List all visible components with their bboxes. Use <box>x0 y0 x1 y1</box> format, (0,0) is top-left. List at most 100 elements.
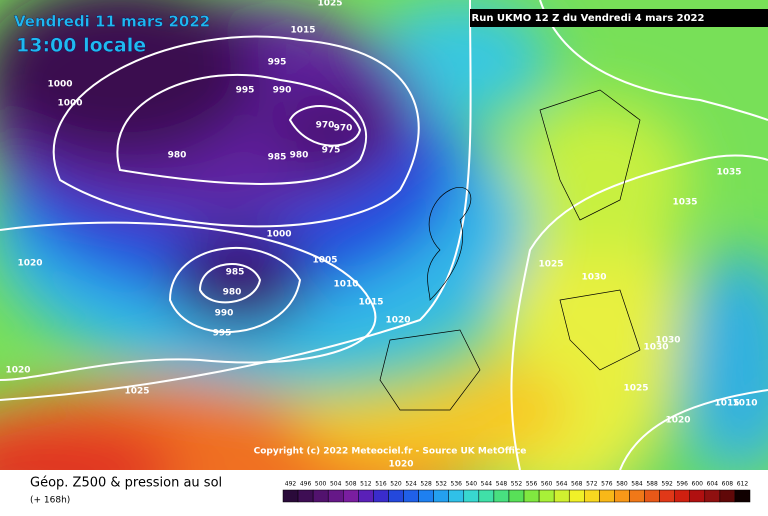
isobar-label: 1015 <box>358 298 383 308</box>
scale-swatch <box>358 489 374 503</box>
isobar-label: 1030 <box>581 273 606 283</box>
isobar-label: 1030 <box>655 336 680 346</box>
scale-label: 544 <box>481 481 493 488</box>
scale-label: 564 <box>556 481 568 488</box>
scale-swatch <box>734 489 751 503</box>
scale-label: 556 <box>526 481 538 488</box>
scale-label: 568 <box>571 481 583 488</box>
isobar-label: 1005 <box>312 256 337 266</box>
scale-label: 580 <box>616 481 628 488</box>
scale-label: 604 <box>707 481 719 488</box>
scale-label: 532 <box>435 481 447 488</box>
isobar-label: 980 <box>168 151 187 161</box>
scale-swatch <box>388 489 404 503</box>
isobar-label: 975 <box>322 146 341 156</box>
isobar-label: 1020 <box>17 259 42 269</box>
run-banner <box>470 9 768 27</box>
scale-swatch <box>584 489 600 503</box>
isobar-label: 1025 <box>623 384 648 394</box>
scale-label: 592 <box>661 481 673 488</box>
scale-label: 524 <box>405 481 417 488</box>
scale-swatch <box>508 489 525 503</box>
isobar-label: 995 <box>268 58 287 68</box>
isobar-label: 985 <box>226 268 245 278</box>
isobar-label: 995 <box>213 329 232 339</box>
copyright: Copyright (c) 2022 Meteociel.fr - Source… <box>254 447 527 457</box>
scale-swatch <box>297 489 314 503</box>
scale-swatch <box>282 489 299 503</box>
isobar-label: 1030 <box>643 343 668 353</box>
scale-swatch <box>719 489 736 503</box>
scale-swatch <box>568 489 585 503</box>
title: Vendredi 11 mars 2022 <box>14 13 210 31</box>
scale-label: 588 <box>646 481 658 488</box>
footer-title: Géop. Z500 & pression au sol <box>30 476 222 491</box>
scale-swatch <box>689 489 706 503</box>
isobar-label: 980 <box>223 288 242 298</box>
scale-label: 572 <box>586 481 598 488</box>
scale-swatch <box>327 489 344 503</box>
isobar-label: 1015 <box>290 26 315 36</box>
scale-swatch <box>553 489 570 503</box>
scale-swatch <box>493 489 510 503</box>
scale-label: 508 <box>345 481 357 488</box>
isobar-label: 980 <box>290 151 309 161</box>
scale-swatch <box>674 489 690 503</box>
isobar-label: 1025 <box>317 0 342 9</box>
scale-label: 560 <box>541 481 553 488</box>
scale-label: 536 <box>451 481 463 488</box>
scale-label: 516 <box>375 481 387 488</box>
isobar-label: 1015 <box>714 399 739 409</box>
footer-lead: (+ 168h) <box>30 496 70 506</box>
isobar-label: 1020 <box>665 416 690 426</box>
run-info: Run UKMO 12 Z du Vendredi 4 mars 2022 <box>472 13 705 24</box>
scale-label: 492 <box>285 481 297 488</box>
isobar-label: 990 <box>215 309 234 319</box>
scale-swatch <box>659 489 675 503</box>
scale-swatch <box>312 489 329 503</box>
color-scale: 492 496 500 504 508 512 516 520 524 528 532 536 540 5… <box>282 481 751 503</box>
isobar-label: 1025 <box>538 260 563 270</box>
isobar-label: 1010 <box>732 399 757 409</box>
scale-label: 552 <box>511 481 523 488</box>
scale-label: 608 <box>722 481 734 488</box>
scale-label: 528 <box>420 481 432 488</box>
isobar-label: 970 <box>334 124 353 134</box>
scale-label: 504 <box>330 481 342 488</box>
isobar-label: 990 <box>273 86 292 96</box>
isobar-label: 1035 <box>672 198 697 208</box>
scale-swatch <box>629 489 645 503</box>
scale-label: 500 <box>315 481 327 488</box>
scale-swatch <box>403 489 419 503</box>
subtitle: 13:00 locale <box>16 35 146 57</box>
scale-label: 596 <box>676 481 688 488</box>
isobars <box>0 0 768 471</box>
coastlines <box>379 89 641 411</box>
scale-label: 584 <box>631 481 643 488</box>
isobar-label: 1020 <box>388 460 413 470</box>
isobar-label: 1010 <box>333 280 358 290</box>
scale-label: 548 <box>496 481 508 488</box>
scale-label: 612 <box>737 481 749 488</box>
scale-swatch <box>614 489 630 503</box>
scale-swatch <box>644 489 660 503</box>
isobar-label: 970 <box>316 121 335 131</box>
isobar-label: 1020 <box>5 366 30 376</box>
isobar-label: 1000 <box>266 230 291 240</box>
scale-label: 496 <box>300 481 312 488</box>
isobar-label: 985 <box>268 153 287 163</box>
scale-label: 576 <box>601 481 613 488</box>
scale-swatch <box>373 489 389 503</box>
isobar-label: 1025 <box>124 387 149 397</box>
scale-swatch <box>704 489 721 503</box>
isobar-label: 1000 <box>57 99 82 109</box>
scale-label: 540 <box>466 481 478 488</box>
scale-swatch <box>343 489 359 503</box>
scale-swatch <box>418 489 434 503</box>
scale-label: 520 <box>390 481 402 488</box>
isobar-label: 995 <box>236 86 255 96</box>
isobar-label: 1020 <box>385 316 410 326</box>
